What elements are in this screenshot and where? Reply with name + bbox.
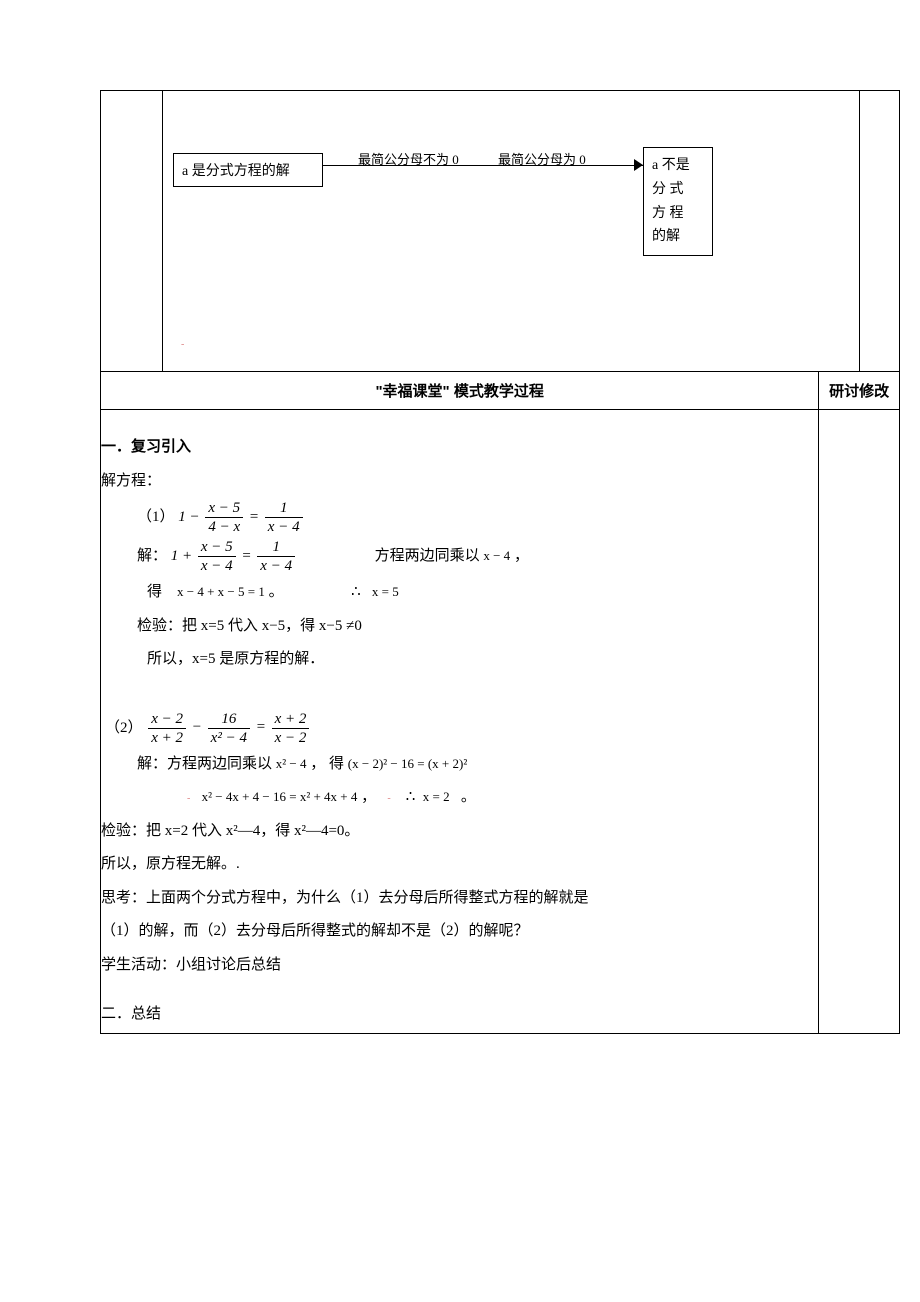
comma: ， xyxy=(310,756,325,772)
frac-den: x − 4 xyxy=(265,518,303,536)
decorative-mark-icon: - xyxy=(387,793,390,804)
decorative-mark-icon: - xyxy=(187,793,190,804)
dot: 。 xyxy=(269,584,284,600)
flowchart-arrow-line xyxy=(323,165,643,166)
result: x = 5 xyxy=(372,584,399,599)
step-eq: x − 4 + x − 5 = 1 xyxy=(177,584,265,599)
think-line-2: （1）的解，而（2）去分母后所得整式的解却不是（2）的解呢？ xyxy=(101,916,818,948)
eq1: (x − 2)² − 16 = (x + 2)² xyxy=(348,756,467,771)
flowchart: a 是分式方程的解 最简公分母不为 0 最简公分母为 0 a 不是 分 式 方 … xyxy=(163,91,859,371)
flowchart-node-right: a 不是 分 式 方 程 的解 xyxy=(643,147,713,256)
node-right-line3: 方 程 xyxy=(652,206,684,221)
therefore-symbol: ∴ xyxy=(351,584,361,600)
header-right: 研讨修改 xyxy=(819,372,900,410)
frac-num: x − 2 xyxy=(148,710,186,729)
frac-num: 1 xyxy=(265,499,303,518)
problem-1-step2: 得 x − 4 + x − 5 = 1 。 ∴ x = 5 xyxy=(101,577,818,609)
section-1-title: 一．复习引入 xyxy=(101,432,818,464)
problem-2-equation: （2） x − 2x + 2 − 16x² − 4 = x + 2x − 2 xyxy=(101,710,818,747)
solution-prefix: 解： xyxy=(137,548,167,564)
right-gutter-cell xyxy=(860,91,900,372)
problem-2-check: 检验：把 x=2 代入 x²—4，得 x²—4=0。 xyxy=(101,816,818,848)
eq2: x² − 4x + 4 − 16 = x² + 4x + 4 xyxy=(202,789,358,804)
problem-2-step1: 解：方程两边同乘以 x² − 4 ， 得 (x − 2)² − 16 = (x … xyxy=(101,749,818,781)
section-2-title: 二．总结 xyxy=(101,999,818,1031)
frac-den: x + 2 xyxy=(148,729,186,747)
frac-den: x² − 4 xyxy=(208,729,250,747)
discussion-cell xyxy=(819,410,900,1034)
solution-prefix-2: 解：方程两边同乘以 xyxy=(137,756,272,772)
result-2: x = 2 xyxy=(423,789,450,804)
student-activity: 学生活动：小组讨论后总结 xyxy=(101,950,818,982)
solve-label: 解方程： xyxy=(101,466,818,498)
comma: ， xyxy=(514,548,529,564)
frac-den: x − 4 xyxy=(257,557,295,575)
left-gutter-cell xyxy=(101,91,163,372)
decorative-mark-icon: - xyxy=(181,339,184,350)
frac-num: x − 5 xyxy=(205,499,243,518)
dot: 。 xyxy=(461,789,476,805)
frac-den: 4 − x xyxy=(205,518,243,536)
think-line-1: 思考：上面两个分式方程中，为什么（1）去分母后所得整式方程的解就是 xyxy=(101,883,818,915)
problem-1-conclusion: 所以，x=5 是原方程的解． xyxy=(101,644,818,676)
de-label: 得 xyxy=(147,584,162,600)
therefore-symbol: ∴ xyxy=(406,789,416,805)
flowchart-node-left: a 是分式方程的解 xyxy=(173,153,323,187)
diagram-cell: a 是分式方程的解 最简公分母不为 0 最简公分母为 0 a 不是 分 式 方 … xyxy=(163,91,860,372)
node-right-line2: 分 式 xyxy=(652,182,684,197)
de-label-2: 得 xyxy=(329,756,344,772)
frac-den: x − 2 xyxy=(272,729,310,747)
problem-2-step2: - x² − 4x + 4 − 16 = x² + 4x + 4 ， - ∴ x… xyxy=(101,782,818,814)
frac-num: 1 xyxy=(257,538,295,557)
flowchart-arrow-head-icon xyxy=(634,159,643,171)
frac-num: x − 5 xyxy=(198,538,236,557)
problem-1-step1: 解： 1 + x − 5x − 4 = 1x − 4 方程两边同乘以 x − 4… xyxy=(101,538,818,575)
header-left: "幸福课堂" 模式教学过程 xyxy=(101,372,819,410)
document-table: a 是分式方程的解 最简公分母不为 0 最简公分母为 0 a 不是 分 式 方 … xyxy=(100,90,900,1034)
problem-2-conclusion: 所以，原方程无解。. xyxy=(101,849,818,881)
diagram-row: a 是分式方程的解 最简公分母不为 0 最简公分母为 0 a 不是 分 式 方 … xyxy=(101,91,900,372)
step-note: 方程两边同乘以 xyxy=(375,548,480,564)
node-right-line4: 的解 xyxy=(652,229,680,244)
header-row: "幸福课堂" 模式教学过程 研讨修改 xyxy=(101,372,900,410)
frac-den: x − 4 xyxy=(198,557,236,575)
step-mult-2: x² − 4 xyxy=(276,756,307,771)
problem-2-label: （2） xyxy=(105,719,143,735)
comma: ， xyxy=(361,789,376,805)
content-cell: 一．复习引入 解方程： （1） 1 − x − 54 − x = 1x − 4 … xyxy=(101,410,819,1034)
content-row: 一．复习引入 解方程： （1） 1 − x − 54 − x = 1x − 4 … xyxy=(101,410,900,1034)
problem-1-label: （1） xyxy=(137,509,175,525)
frac-num: 16 xyxy=(208,710,250,729)
problem-1-check: 检验：把 x=5 代入 x−5，得 x−5 ≠0 xyxy=(101,611,818,643)
frac-num: x + 2 xyxy=(272,710,310,729)
node-right-line1: a 不是 xyxy=(652,158,690,173)
problem-1-equation: （1） 1 − x − 54 − x = 1x − 4 xyxy=(101,499,818,536)
step-mult: x − 4 xyxy=(483,548,510,563)
